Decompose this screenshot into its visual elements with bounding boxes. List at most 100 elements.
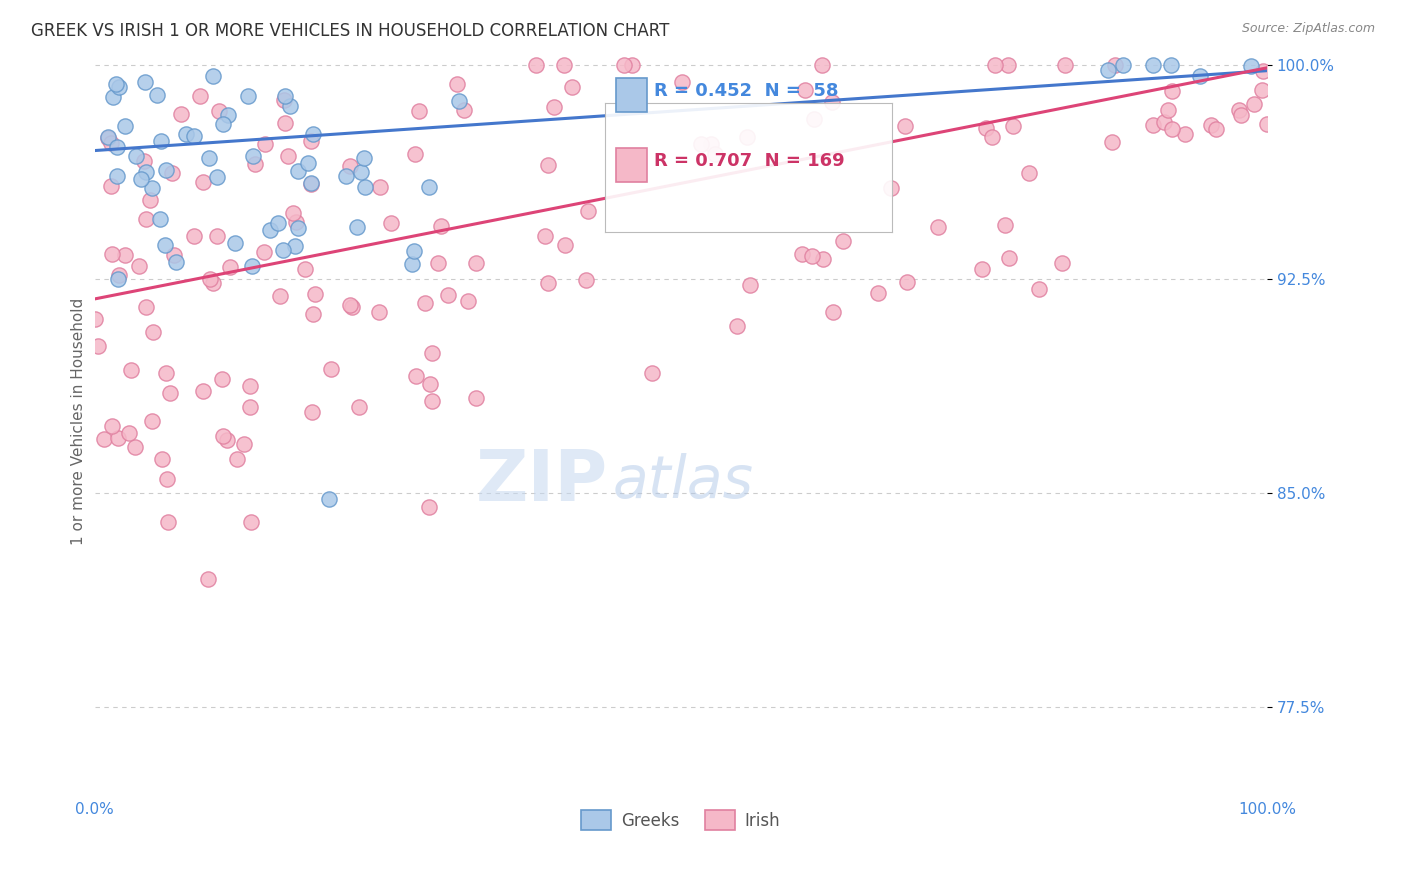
Point [105, 169, 128, 184]
Point [1142, 118, 1164, 132]
Point [107, 268, 129, 282]
Point [793, 83, 815, 97]
Point [274, 116, 297, 130]
Point [896, 275, 918, 289]
Point [792, 247, 814, 261]
Point [689, 137, 711, 152]
Text: R = 0.452  N =  58: R = 0.452 N = 58 [654, 82, 838, 100]
Point [197, 572, 219, 586]
Point [114, 119, 136, 133]
Point [405, 368, 427, 383]
Point [1002, 120, 1025, 134]
Point [134, 75, 156, 89]
Point [1189, 69, 1212, 83]
Point [297, 156, 319, 170]
Point [1157, 103, 1180, 117]
Point [198, 271, 221, 285]
Point [735, 129, 758, 144]
Y-axis label: 1 or more Vehicles in Household: 1 or more Vehicles in Household [72, 298, 86, 545]
Point [1153, 115, 1175, 129]
Text: atlas: atlas [613, 452, 754, 509]
Point [83, 312, 105, 326]
Point [1240, 59, 1263, 73]
Point [131, 172, 153, 186]
Point [242, 149, 264, 163]
Text: ZIP: ZIP [475, 447, 609, 516]
Point [367, 305, 389, 319]
Point [135, 301, 157, 315]
Point [543, 100, 565, 114]
Point [114, 248, 136, 262]
Point [215, 433, 238, 447]
Point [285, 215, 308, 229]
Point [418, 500, 440, 515]
Point [419, 376, 441, 391]
Point [641, 367, 664, 381]
Point [239, 379, 262, 393]
Point [465, 256, 488, 270]
Point [994, 219, 1017, 233]
Point [401, 257, 423, 271]
Point [380, 216, 402, 230]
Point [107, 272, 129, 286]
Point [142, 325, 165, 339]
Point [212, 429, 235, 443]
Point [236, 89, 259, 103]
Point [224, 235, 246, 250]
Point [134, 154, 156, 169]
Point [277, 149, 299, 163]
Point [107, 431, 129, 445]
Point [139, 193, 162, 207]
Point [350, 165, 373, 179]
Point [101, 90, 124, 104]
Legend: Greeks, Irish: Greeks, Irish [575, 804, 787, 837]
Point [1104, 58, 1126, 72]
Point [972, 262, 994, 277]
Point [1251, 64, 1274, 78]
Point [437, 287, 460, 301]
Point [1018, 166, 1040, 180]
Point [156, 472, 179, 486]
Point [997, 58, 1019, 72]
Point [105, 140, 128, 154]
Point [623, 164, 645, 178]
Point [141, 414, 163, 428]
Point [304, 287, 326, 301]
Point [811, 58, 834, 72]
Point [413, 296, 436, 310]
Point [155, 366, 177, 380]
Point [420, 346, 443, 360]
Point [267, 216, 290, 230]
Point [446, 77, 468, 91]
Point [281, 206, 304, 220]
Point [93, 432, 115, 446]
Point [554, 238, 576, 252]
Point [299, 177, 322, 191]
Point [207, 228, 229, 243]
Point [927, 220, 949, 235]
Point [191, 175, 214, 189]
Point [1160, 58, 1182, 72]
Point [984, 58, 1007, 72]
Point [155, 163, 177, 178]
Point [1101, 135, 1123, 149]
Point [997, 251, 1019, 265]
Point [273, 93, 295, 107]
Point [321, 362, 343, 376]
Point [1230, 108, 1253, 122]
Point [239, 401, 262, 415]
Point [821, 95, 844, 110]
Point [1097, 63, 1119, 78]
Point [1205, 122, 1227, 136]
Point [447, 95, 470, 109]
Point [465, 391, 488, 405]
Point [150, 451, 173, 466]
Point [135, 165, 157, 179]
Point [879, 181, 901, 195]
Point [494, 834, 516, 848]
Point [893, 119, 915, 133]
Point [278, 99, 301, 113]
Text: GREEK VS IRISH 1 OR MORE VEHICLES IN HOUSEHOLD CORRELATION CHART: GREEK VS IRISH 1 OR MORE VEHICLES IN HOU… [31, 22, 669, 40]
Point [205, 170, 228, 185]
Point [135, 211, 157, 226]
